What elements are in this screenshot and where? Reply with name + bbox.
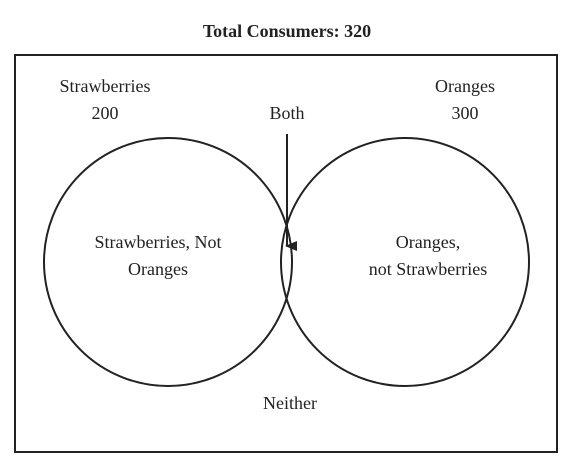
set-name: Strawberries xyxy=(60,76,151,96)
neither-label: Neither xyxy=(263,393,317,413)
both-label: Both xyxy=(269,103,304,123)
strawberries-circle xyxy=(43,137,293,387)
right-only-label: Oranges, xyxy=(396,232,460,252)
left-only-label: Oranges xyxy=(128,259,188,279)
right-only-label: not Strawberries xyxy=(369,259,487,279)
set-name: Oranges xyxy=(435,76,495,96)
set-count: 300 xyxy=(452,103,479,123)
left-only-label: Strawberries, Not xyxy=(95,232,222,252)
oranges-circle xyxy=(280,137,530,387)
title: Total Consumers: 320 xyxy=(203,21,371,41)
universe-box xyxy=(14,54,558,453)
set-count: 200 xyxy=(92,103,119,123)
